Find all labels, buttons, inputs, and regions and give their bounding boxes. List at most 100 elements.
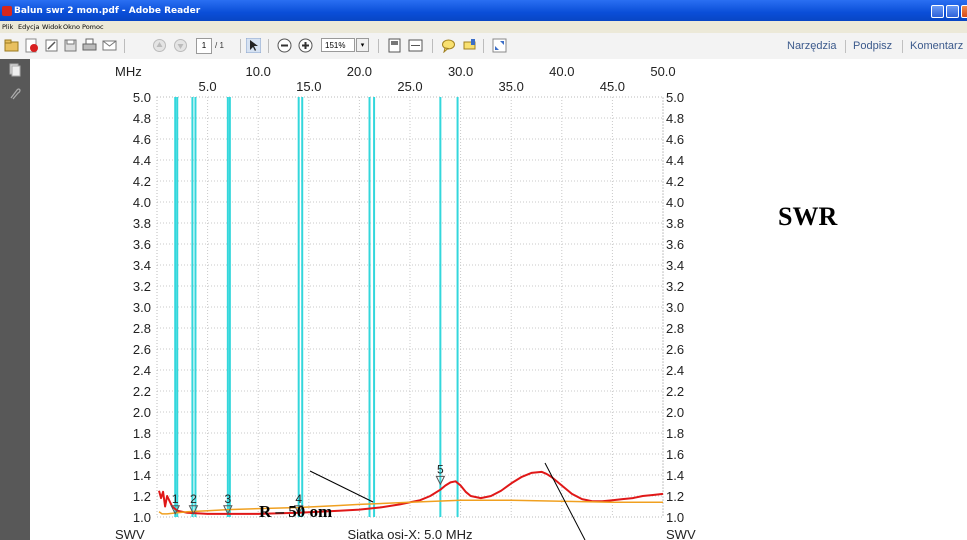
y-tick-label-right: 4.4	[666, 153, 684, 168]
annotation-label: R – 50 om	[259, 502, 333, 521]
expand-icon[interactable]	[492, 38, 507, 53]
marker-label: 5	[437, 462, 444, 476]
y-tick-label-left: 3.8	[133, 216, 151, 231]
y-tick-label-left: 1.4	[133, 468, 151, 483]
fit-width-icon[interactable]	[408, 38, 423, 53]
x-grid-note: Siatka osi-X: 5.0 MHz	[348, 527, 473, 540]
y-tick-label-left: 3.2	[133, 279, 151, 294]
y-axis-label-left: SWV	[115, 527, 145, 540]
y-tick-label-left: 2.0	[133, 405, 151, 420]
x-tick-label-top-second-row: 45.0	[600, 79, 625, 94]
fit-page-icon[interactable]	[387, 38, 402, 53]
select-tool-icon[interactable]	[246, 38, 261, 53]
highlight-icon[interactable]	[462, 38, 477, 53]
comment-link[interactable]: Komentarz	[910, 40, 964, 52]
marker-label: 1	[172, 492, 179, 506]
y-tick-label-left: 2.8	[133, 321, 151, 336]
y-tick-label-right: 4.0	[666, 195, 684, 210]
y-tick-label-left: 4.2	[133, 174, 151, 189]
y-tick-label-left: 2.4	[133, 363, 151, 378]
sign-link[interactable]: Podpisz	[853, 40, 893, 52]
y-tick-label-right: 3.0	[666, 300, 684, 315]
page-count: / 1	[215, 41, 224, 50]
y-tick-label-left: 1.8	[133, 426, 151, 441]
y-tick-label-left: 4.0	[133, 195, 151, 210]
marker-label: 3	[224, 492, 231, 506]
marker-label: 2	[190, 492, 197, 506]
marker-triangle	[435, 475, 446, 486]
create-pdf-icon[interactable]	[24, 38, 39, 53]
y-tick-label-right: 1.6	[666, 447, 684, 462]
y-tick-label-right: 4.8	[666, 111, 684, 126]
y-tick-label-right: 3.4	[666, 258, 684, 273]
y-tick-label-right: 3.2	[666, 279, 684, 294]
window-title-bar: Balun swr 2 mon.pdf - Adobe Reader	[0, 0, 967, 21]
email-icon[interactable]	[102, 38, 117, 53]
maximize-button[interactable]	[946, 5, 959, 18]
y-tick-label-left: 5.0	[133, 90, 151, 105]
next-page-icon[interactable]	[173, 38, 188, 53]
print-icon[interactable]	[82, 38, 97, 53]
adobe-reader-icon	[2, 6, 12, 16]
y-tick-label-left: 3.0	[133, 300, 151, 315]
save-icon[interactable]	[63, 38, 78, 53]
y-tick-label-right: 2.0	[666, 405, 684, 420]
y-tick-label-right: 2.2	[666, 384, 684, 399]
menu-edycja[interactable]: Edycja	[18, 23, 40, 31]
marker-label: 4	[295, 492, 302, 506]
right-gutter	[949, 59, 967, 540]
close-button[interactable]	[961, 5, 967, 18]
menu-bar: Plik Edycja Widok Okno Pomoc	[0, 21, 967, 33]
y-tick-label-left: 4.8	[133, 111, 151, 126]
y-tick-label-left: 3.4	[133, 258, 151, 273]
menu-pomoc[interactable]: Pomoc	[82, 23, 104, 31]
menu-widok[interactable]: Widok	[42, 23, 62, 31]
x-unit-label: MHz	[115, 64, 142, 79]
y-tick-label-right: 4.6	[666, 132, 684, 147]
toolbar: 1 / 1 151% ▾ Narzędzia Podpisz Komentarz	[0, 33, 967, 60]
marker-triangle	[223, 505, 233, 515]
annotation-pointer-2	[544, 462, 586, 540]
swr-series-line	[158, 499, 663, 515]
annotation-pointer	[309, 470, 374, 503]
plot-border	[156, 96, 664, 518]
zoom-dropdown[interactable]: ▾	[356, 38, 369, 52]
y-tick-label-right: 2.6	[666, 342, 684, 357]
document-page: 5.0 5.0 4.8 4.8 4.6 4.6 4.4 4.4 4.2 4.2 4.0 4.0 3.8 3…	[30, 59, 949, 540]
swr-chart: 5.0 5.0 4.8 4.8 4.6 4.6 4.4 4.4 4.2 4.2 4.0 4.0 3.8 3…	[115, 64, 696, 540]
y-tick-label-right: 1.2	[666, 489, 684, 504]
previous-page-icon[interactable]	[152, 38, 167, 53]
marker-triangle	[170, 505, 181, 515]
y-tick-label-right: 1.8	[666, 426, 684, 441]
marker-triangle	[293, 505, 304, 515]
attachments-icon[interactable]	[7, 87, 21, 101]
marker-triangle	[188, 505, 199, 515]
zoom-in-icon[interactable]	[298, 38, 313, 53]
y-tick-label-left: 2.2	[133, 384, 151, 399]
zoom-out-icon[interactable]	[277, 38, 292, 53]
page-number-input[interactable]: 1	[196, 38, 212, 54]
minimize-button[interactable]	[931, 5, 944, 18]
x-tick-label-top-second-row: 5.0	[199, 79, 217, 94]
y-tick-label-right: 2.8	[666, 321, 684, 336]
x-tick-label-top-second-row: 25.0	[397, 79, 422, 94]
edit-icon[interactable]	[44, 38, 59, 53]
menu-plik[interactable]: Plik	[2, 23, 14, 31]
page-heading: SWR	[778, 202, 838, 231]
y-tick-label-left: 1.6	[133, 447, 151, 462]
window-title: Balun swr 2 mon.pdf - Adobe Reader	[14, 6, 201, 16]
y-tick-label-left: 2.6	[133, 342, 151, 357]
x-tick-label-top: 10.0	[246, 64, 271, 79]
open-file-icon[interactable]	[4, 38, 19, 53]
y-tick-label-right: 3.6	[666, 237, 684, 252]
comment-icon[interactable]	[441, 38, 456, 53]
y-tick-label-right: 5.0	[666, 90, 684, 105]
y-tick-label-left: 1.2	[133, 489, 151, 504]
pages-panel-icon[interactable]	[7, 63, 21, 77]
x-tick-label-top-second-row: 35.0	[499, 79, 524, 94]
tools-link[interactable]: Narzędzia	[787, 40, 837, 52]
y-tick-label-right: 4.2	[666, 174, 684, 189]
zoom-level-input[interactable]: 151%	[321, 38, 355, 52]
menu-okno[interactable]: Okno	[63, 23, 80, 31]
y-tick-label-left: 4.4	[133, 153, 151, 168]
